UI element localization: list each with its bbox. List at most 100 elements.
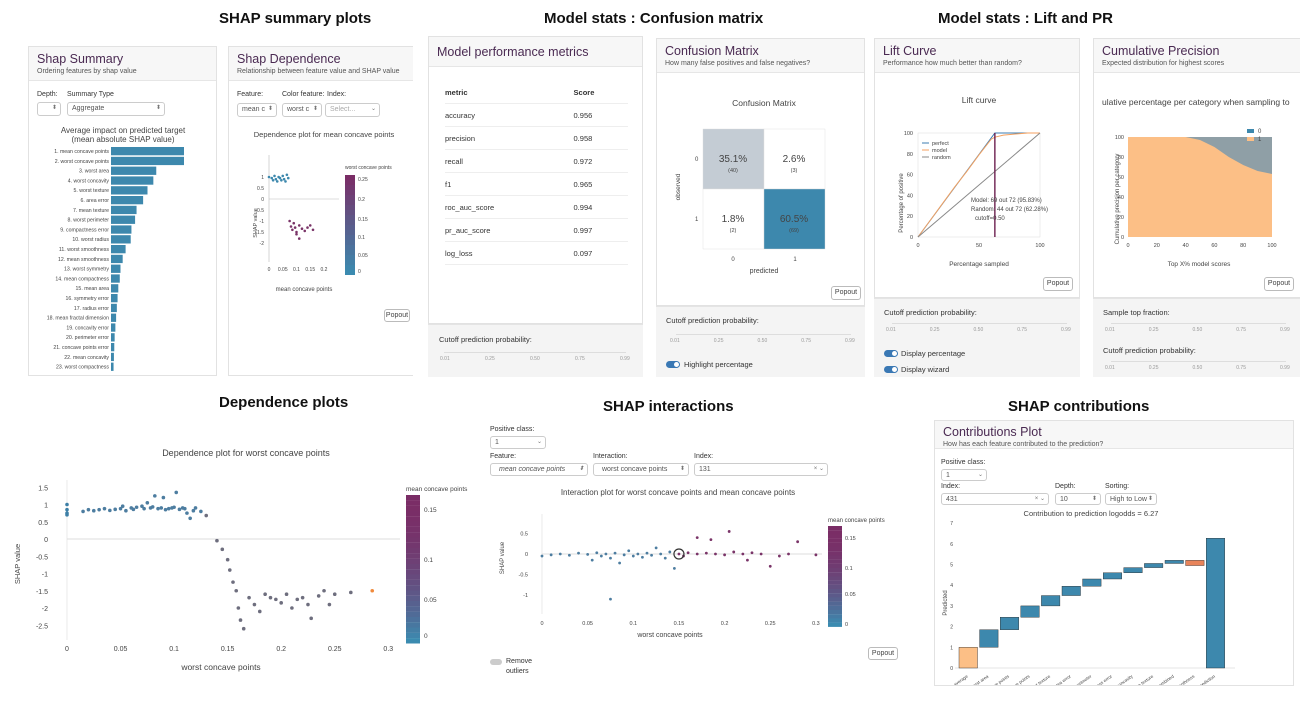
feature-select[interactable]: mean c ⬍ xyxy=(237,103,277,117)
scatter-point xyxy=(140,504,144,509)
scatter-point xyxy=(166,506,171,511)
metric-score: 0.965 xyxy=(573,172,628,196)
contribution-bar xyxy=(1061,586,1081,596)
popout-button[interactable]: Popout xyxy=(1043,277,1073,291)
contribution-bar xyxy=(1206,538,1225,669)
colorbar-segment xyxy=(406,558,420,564)
feature-label: 16. symmetry error xyxy=(65,296,109,302)
summary-bar xyxy=(111,333,115,342)
feature-label: 3. worst area xyxy=(79,169,109,175)
contribution-bar xyxy=(1164,560,1184,564)
feature-label: 5. worst texture xyxy=(74,188,110,194)
metric-score: 0.097 xyxy=(573,241,628,265)
scatter-point xyxy=(609,556,612,560)
scatter-point xyxy=(577,551,580,555)
sample-fraction-slider[interactable] xyxy=(1111,323,1286,324)
popout-button[interactable]: Popout xyxy=(1264,277,1294,291)
colorbar-segment xyxy=(406,632,420,639)
colorbar-segment xyxy=(406,526,420,533)
chevron-down-icon: ⬍ xyxy=(1147,496,1153,502)
remove-outliers-toggle[interactable] xyxy=(490,659,502,665)
x-tick-label: 0.1 xyxy=(169,646,179,653)
y-tick-label: -1 xyxy=(523,593,528,599)
scatter-point xyxy=(595,551,599,555)
area-series-1 xyxy=(1128,137,1272,237)
colorbar-segment xyxy=(345,250,355,255)
x-tick-label: 100 xyxy=(1035,243,1044,249)
chart-title: Dependence plot for mean concave points xyxy=(254,130,395,139)
x-tick-label: 0.1 xyxy=(293,267,300,273)
index-select[interactable]: 431 × ⌄ xyxy=(941,493,1049,505)
index-select[interactable]: 131 × ⌄ xyxy=(694,463,828,476)
cutoff-slider[interactable] xyxy=(1111,361,1286,362)
scatter-point xyxy=(81,509,85,514)
color-feature-select[interactable]: worst c ⬍ xyxy=(282,103,322,117)
sorting-select[interactable]: High to Low ⬍ xyxy=(1105,493,1157,505)
x-tick-label: 0 xyxy=(268,267,271,273)
contribution-bar xyxy=(979,629,999,648)
colorbar-segment xyxy=(828,618,842,623)
scatter-point xyxy=(311,228,315,232)
scatter-point xyxy=(134,505,139,510)
feature-label: 23. worst compactness xyxy=(56,365,109,371)
colorbar-segment xyxy=(345,225,355,230)
slider-tick: 0.50 xyxy=(1192,365,1203,371)
card-header: Lift Curve Performance how much better t… xyxy=(875,39,1079,73)
y-tick-label: 100 xyxy=(904,131,913,137)
summary-type-select[interactable]: Aggregate ⬍ xyxy=(67,102,165,116)
metric-score: 0.997 xyxy=(573,218,628,242)
interaction-select[interactable]: worst concave points ⬍ xyxy=(593,463,689,476)
contribution-bar xyxy=(1123,567,1143,573)
colorbar-segment xyxy=(828,568,842,573)
contributions-chart: Contribution to prediction logodds = 6.2… xyxy=(935,509,1235,685)
depth-select[interactable]: ⬍ xyxy=(37,102,61,116)
popout-button[interactable]: Popout xyxy=(868,647,898,660)
scatter-point xyxy=(241,626,246,631)
scatter-point xyxy=(291,228,294,232)
slider-tick: 0.99 xyxy=(845,338,855,344)
positive-class-select[interactable]: 1 ⌄ xyxy=(490,436,546,449)
popout-button[interactable]: Popout xyxy=(384,309,410,322)
feature-label: 19. concavity error xyxy=(66,325,109,331)
depth-select[interactable]: 10 ⬍ xyxy=(1055,493,1101,505)
plot-area xyxy=(917,132,1041,238)
cumulative-precision-chart: ulative percentage per category when sam… xyxy=(1102,97,1290,268)
cutoff-slider[interactable] xyxy=(444,352,626,353)
scatter-point xyxy=(627,549,631,553)
cutoff-slider[interactable] xyxy=(892,323,1067,324)
feature-select[interactable]: mean concave points ⬍ xyxy=(490,463,588,476)
y-tick-label: 40 xyxy=(1118,195,1124,201)
cutoff-label: Cutoff prediction probability: xyxy=(884,308,977,317)
x-tick-label: 0.15 xyxy=(674,621,685,627)
metric-row: pr_auc_score 0.997 xyxy=(445,218,628,242)
scatter-point xyxy=(156,506,160,511)
card-subtitle: Performance how much better than random? xyxy=(883,60,1022,67)
cutoff-slider[interactable] xyxy=(676,334,851,335)
slider-tick: 0.01 xyxy=(1105,327,1115,333)
metric-score: 0.972 xyxy=(573,149,628,173)
y-axis-label: SHAP value xyxy=(13,544,22,584)
popout-button[interactable]: Popout xyxy=(831,286,861,300)
x-tick-label: 80 xyxy=(1240,243,1246,249)
scatter-point xyxy=(145,500,150,505)
colorbar-segment xyxy=(345,235,355,240)
display-wizard-toggle[interactable] xyxy=(884,366,898,373)
summary-bar xyxy=(111,147,184,156)
feature-label: 12. mean smoothness xyxy=(58,257,109,263)
x-tick-label: 1 xyxy=(793,257,797,263)
x-tick-label: 40 xyxy=(1183,243,1189,249)
summary-bar xyxy=(111,313,117,322)
card-header: Confusion Matrix How many false positive… xyxy=(657,39,864,73)
card-header: Shap Summary Ordering features by shap v… xyxy=(29,47,216,81)
metric-score: 0.956 xyxy=(573,103,628,127)
summary-bar xyxy=(111,323,116,332)
colorbar-segment xyxy=(828,614,842,619)
index-select[interactable]: Select... ⌄ xyxy=(325,103,380,117)
scatter-point xyxy=(732,550,736,554)
shap-summary-chart: Average impact on predicted target (mean… xyxy=(47,126,186,371)
positive-class-select[interactable]: 1 ⌄ xyxy=(941,469,987,481)
clear-icon[interactable]: × ⌄ xyxy=(1034,496,1045,502)
clear-icon[interactable]: × ⌄ xyxy=(813,466,824,472)
display-percentage-toggle[interactable] xyxy=(884,350,898,357)
highlight-percentage-toggle[interactable] xyxy=(666,361,680,368)
